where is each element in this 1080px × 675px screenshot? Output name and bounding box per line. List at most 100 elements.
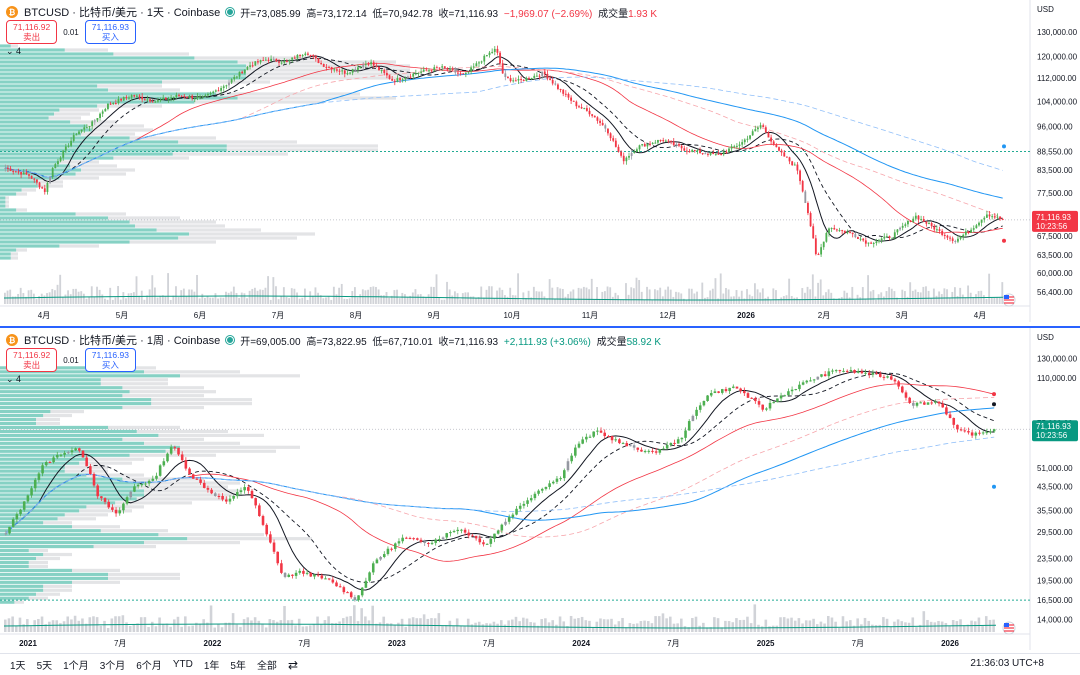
- volume-bar: [590, 278, 593, 304]
- candle-body: [309, 572, 313, 577]
- volume-profile-bar: [28, 560, 48, 565]
- range-1y[interactable]: 1年: [203, 661, 220, 672]
- candle-body: [138, 95, 141, 97]
- candle-body: [816, 376, 820, 380]
- volume-profile-bar: [0, 124, 87, 128]
- candle-body: [52, 457, 55, 463]
- volume-profile-bar: [72, 568, 120, 573]
- candle-body: [51, 168, 54, 178]
- symbol-title[interactable]: BTCUSD · 比特币/美元 · 1周 · Coinbase: [24, 335, 221, 347]
- clock-display[interactable]: 21:36:03 UTC+8: [970, 658, 1044, 669]
- volume-bar: [40, 293, 43, 304]
- candle-body: [370, 62, 373, 65]
- sell-button[interactable]: 71,116.92 卖出: [6, 20, 58, 44]
- candle-body: [331, 579, 335, 583]
- volume-profile: [0, 366, 312, 604]
- range-ytd[interactable]: YTD: [172, 659, 193, 670]
- candle-body: [981, 432, 985, 434]
- volume-profile-bar: [0, 525, 72, 529]
- volume-bar: [353, 605, 356, 632]
- candle-body: [687, 421, 691, 431]
- market-status-icon[interactable]: [226, 336, 235, 344]
- volume-bar: [232, 286, 235, 304]
- candle-body: [672, 141, 675, 145]
- symbol-title[interactable]: BTCUSD · 比特币/美元 · 1天 · Coinbase: [24, 7, 221, 19]
- range-1m[interactable]: 1个月: [63, 661, 89, 672]
- volume-bar: [117, 286, 119, 304]
- range-1d[interactable]: 1天: [10, 661, 26, 672]
- candle-body: [4, 533, 8, 535]
- volume-bar: [796, 297, 798, 304]
- volume-bar: [330, 623, 334, 632]
- candle-body: [707, 153, 709, 155]
- volume-bar: [164, 296, 167, 304]
- daily-chart-pane[interactable]: USD 130,000.00 120,000.00 112,000.00 104,000…: [0, 0, 1080, 324]
- volume-bar: [444, 624, 448, 632]
- range-3m[interactable]: 3个月: [99, 661, 126, 672]
- candle-body: [85, 457, 88, 467]
- daily-chart-canvas[interactable]: USD130,000.00120,000.00112,000.00104,000…: [0, 0, 1080, 324]
- volume-bar: [84, 623, 88, 632]
- candle-body: [603, 432, 606, 437]
- volume-bar: [890, 288, 893, 304]
- candle-body: [662, 140, 665, 142]
- volume-bar: [580, 288, 583, 304]
- volume-bar: [742, 619, 746, 632]
- sell-button[interactable]: 71,116.92 卖出: [6, 348, 58, 372]
- candle-body: [709, 393, 713, 396]
- indicators-toggle[interactable]: ⌄ 4: [6, 374, 22, 384]
- range-5y[interactable]: 5年: [230, 661, 246, 672]
- volume-bar: [248, 290, 251, 304]
- volume-profile-bar: [113, 156, 189, 160]
- volume-bar: [496, 290, 498, 304]
- volume-bar: [504, 295, 506, 304]
- volume-bar: [451, 295, 454, 304]
- volume-profile-bar: [0, 588, 44, 592]
- candle-body: [654, 451, 658, 453]
- volume-profile-bar: [0, 116, 49, 120]
- candle-body: [904, 224, 907, 226]
- candle-body: [712, 152, 715, 155]
- candle-body: [93, 120, 96, 122]
- volume-bar: [306, 299, 309, 304]
- candle-body: [825, 232, 828, 242]
- indicators-toggle[interactable]: ⌄ 4: [6, 46, 22, 56]
- weekly-chart-pane[interactable]: USD130,000.00110,000.0075,000.0051,000.0…: [0, 326, 1080, 653]
- volume-bar: [40, 616, 44, 632]
- volume-bar: [106, 299, 109, 304]
- candle-body: [391, 78, 394, 81]
- volume-bar: [682, 298, 685, 304]
- volume-profile-bar: [0, 44, 11, 48]
- buy-button[interactable]: 71,116.93 买入: [84, 20, 136, 44]
- range-all[interactable]: 全部: [256, 661, 277, 672]
- market-status-icon[interactable]: [226, 8, 235, 16]
- volume-bar: [122, 292, 125, 304]
- price-axis-label: 35,500.00: [1037, 506, 1073, 515]
- volume-bar: [319, 295, 322, 304]
- volume-bar: [599, 618, 602, 632]
- volume-bar: [275, 621, 279, 632]
- volume-bar: [746, 289, 748, 304]
- volume-bar: [317, 292, 319, 304]
- volume-bar: [643, 620, 646, 632]
- compare-icon[interactable]: ⇄: [287, 657, 298, 672]
- candle-body: [522, 79, 525, 81]
- volume-bar: [382, 295, 385, 304]
- range-5d[interactable]: 5天: [36, 661, 53, 672]
- weekly-chart-canvas[interactable]: USD130,000.00110,000.0075,000.0051,000.0…: [0, 328, 1080, 653]
- buy-button[interactable]: 71,116.93 买入: [84, 348, 136, 372]
- price-axis: USD130,000.00120,000.00112,000.00104,000…: [1037, 5, 1078, 297]
- candle-body: [489, 538, 493, 544]
- volume-bar: [432, 286, 435, 304]
- volume-bar: [738, 620, 742, 632]
- volume-profile-bar: [129, 220, 216, 224]
- moving-average-line-2: [5, 57, 1003, 239]
- range-6m[interactable]: 6个月: [136, 661, 162, 672]
- volume-bar: [411, 292, 414, 304]
- volume-bar: [301, 626, 305, 632]
- candle-body: [125, 497, 129, 504]
- volume-bar: [696, 291, 698, 304]
- candle-body: [217, 495, 221, 497]
- candle-body: [262, 59, 265, 61]
- candle-body: [635, 149, 638, 152]
